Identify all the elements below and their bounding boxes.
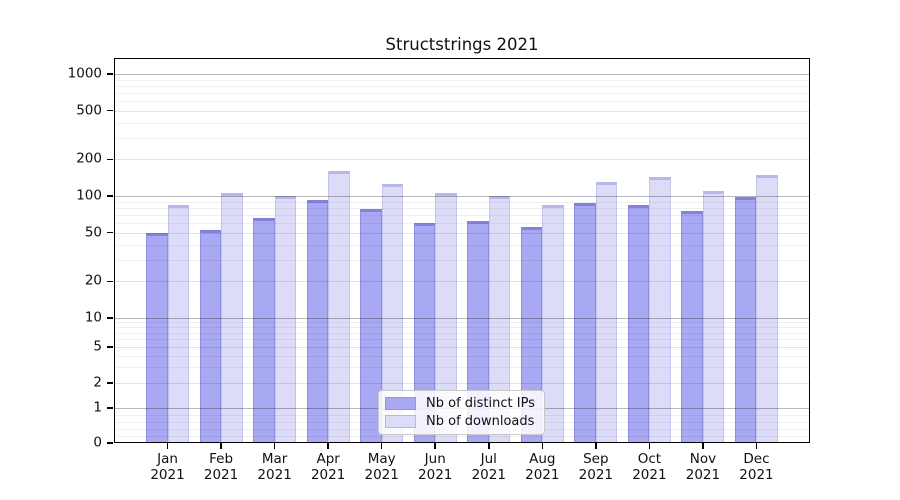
x-tick-nov (702, 443, 704, 449)
y-tick-0 (107, 442, 113, 444)
x-tick-label-mar: Mar 2021 (257, 451, 292, 483)
gridline-minor (114, 201, 810, 203)
gridline-minor (114, 101, 810, 103)
y-tick-100 (107, 195, 113, 197)
x-tick-jan (166, 443, 169, 449)
gridline-minor (114, 214, 810, 216)
x-tick-aug (541, 443, 544, 449)
bar-distinct-ips-feb (199, 229, 222, 443)
bar-downloads-apr (328, 171, 350, 443)
y-tick-label-20: 20 (84, 272, 102, 289)
y-tick-50 (107, 231, 113, 234)
gridline-minor (114, 85, 810, 87)
x-tick-label-sep: Sep 2021 (578, 451, 614, 483)
gridline-minor (114, 327, 810, 329)
x-tick-label-may: May 2021 (364, 451, 399, 483)
gridline-minor (114, 332, 810, 334)
x-tick-may (380, 443, 383, 449)
bar-distinct-ips-jan (146, 232, 168, 443)
gridline-minor (114, 92, 810, 94)
x-tick-label-feb: Feb 2021 (203, 451, 239, 483)
x-tick-dec (755, 443, 758, 449)
gridline-minor (114, 244, 810, 246)
legend-item-downloads: Nb of downloads (385, 414, 544, 429)
bar-downloads-sep (595, 182, 618, 443)
gridline-2 (114, 383, 810, 384)
y-tick-label-5: 5 (93, 338, 102, 355)
y-tick-1 (107, 407, 113, 409)
x-tick-label-jan: Jan 2021 (150, 451, 185, 483)
legend: Nb of distinct IPs Nb of downloads (378, 390, 545, 435)
y-tick-200 (107, 158, 113, 161)
x-tick-sep (595, 443, 597, 449)
y-tick-label-200: 200 (76, 150, 102, 167)
gridline-minor (114, 367, 810, 369)
y-tick-label-1: 1 (93, 399, 102, 416)
gridline-minor (114, 223, 810, 225)
gridline-minor (114, 436, 810, 437)
bar-distinct-ips-apr (306, 199, 329, 443)
gridline-10 (114, 318, 810, 319)
y-tick-label-50: 50 (84, 223, 102, 240)
x-tick-label-dec: Dec 2021 (739, 451, 774, 483)
y-tick-1000 (107, 73, 113, 75)
x-tick-label-jun: Jun 2021 (418, 451, 453, 483)
x-tick-jul (488, 443, 490, 449)
legend-swatch-downloads (385, 415, 416, 428)
y-tick-2 (107, 382, 113, 384)
x-tick-apr (327, 443, 329, 449)
gridline-minor (114, 79, 810, 81)
y-tick-label-100: 100 (76, 187, 102, 204)
chart-title: Structstrings 2021 (385, 35, 539, 54)
x-tick-oct (648, 443, 651, 449)
gridline-minor (114, 207, 810, 209)
x-tick-mar (273, 443, 276, 449)
gridline-200 (114, 159, 810, 161)
gridline-500 (114, 110, 810, 112)
legend-label-downloads: Nb of downloads (426, 414, 535, 429)
x-tick-label-nov: Nov 2021 (685, 451, 721, 483)
bar-distinct-ips-mar (253, 218, 275, 443)
x-tick-label-aug: Aug 2021 (525, 451, 560, 483)
x-tick-label-jul: Jul 2021 (471, 451, 506, 483)
y-tick-label-1000: 1000 (67, 65, 102, 82)
legend-swatch-distinct-ips (385, 397, 416, 410)
gridline-1000 (114, 74, 810, 75)
y-tick-20 (107, 280, 113, 283)
gridline-minor (114, 355, 810, 357)
gridline-50 (114, 232, 810, 234)
y-tick-label-10: 10 (84, 309, 102, 326)
bar-downloads-oct (649, 177, 671, 443)
y-tick-label-2: 2 (93, 374, 102, 391)
gridline-minor (114, 137, 810, 139)
legend-item-distinct-ips: Nb of distinct IPs (385, 396, 544, 411)
gridline-minor (114, 339, 810, 341)
x-tick-label-apr: Apr 2021 (310, 451, 346, 483)
gridline-minor (114, 259, 810, 261)
gridline-20 (114, 281, 810, 283)
y-tick-5 (107, 346, 113, 348)
x-tick-feb (220, 443, 222, 449)
x-tick-label-oct: Oct 2021 (632, 451, 667, 483)
legend-label-distinct-ips: Nb of distinct IPs (426, 396, 535, 411)
y-tick-label-0: 0 (93, 434, 102, 451)
x-tick-jun (434, 443, 436, 449)
gridline-minor (114, 322, 810, 324)
y-tick-10 (107, 317, 113, 319)
y-tick-label-500: 500 (76, 101, 102, 118)
gridline-5 (114, 347, 810, 348)
y-tick-500 (107, 109, 113, 112)
gridline-100 (114, 196, 810, 197)
bar-downloads-nov (702, 190, 725, 443)
gridline-minor (114, 122, 810, 124)
